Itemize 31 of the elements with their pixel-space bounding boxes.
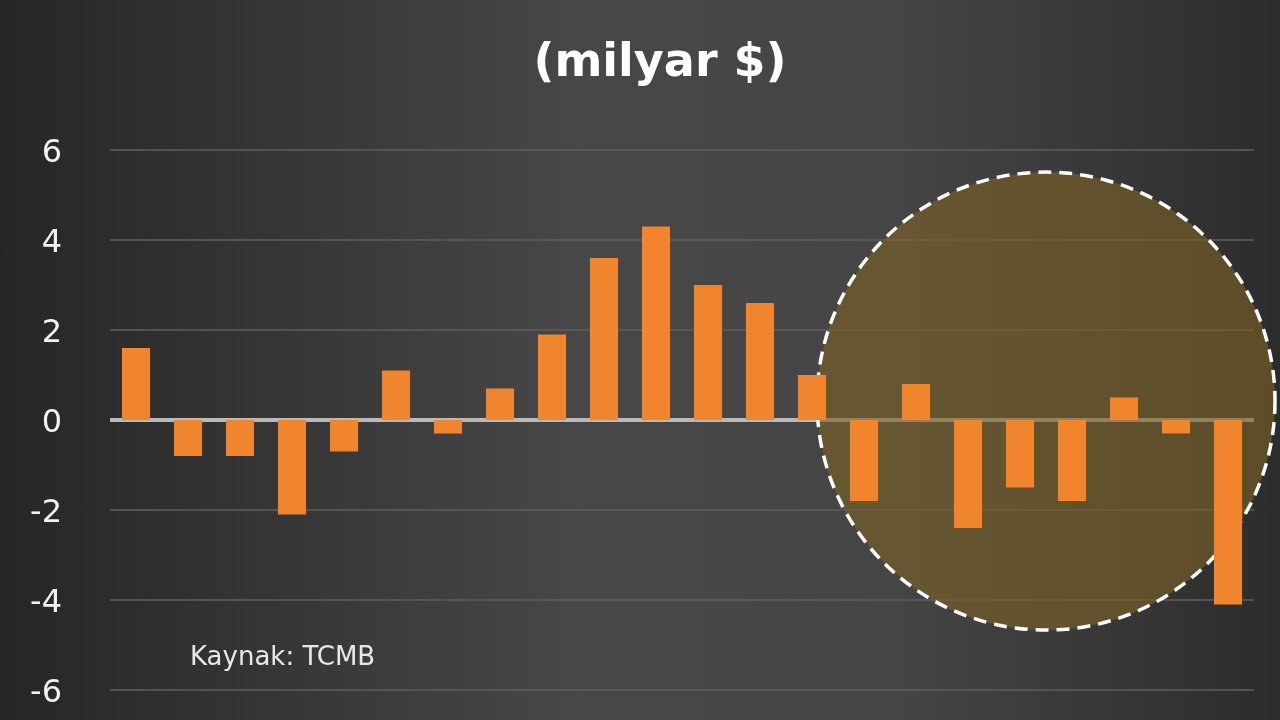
bar: [1057, 420, 1087, 501]
y-tick-label: 0: [41, 401, 62, 440]
bar: [485, 388, 515, 420]
bar: [953, 420, 983, 528]
bar: [901, 384, 931, 420]
bar: [849, 420, 879, 501]
y-tick-label: 6: [41, 131, 62, 170]
bar: [1161, 420, 1191, 434]
bar: [745, 303, 775, 420]
bar: [121, 348, 151, 420]
bar: [381, 370, 411, 420]
bar: [693, 285, 723, 420]
y-tick-label: -4: [30, 581, 62, 620]
y-tick-label: 2: [41, 311, 62, 350]
bar: [433, 420, 463, 434]
y-tick-label: -6: [30, 671, 62, 710]
bar: [329, 420, 359, 452]
bar: [225, 420, 255, 456]
bar: [589, 258, 619, 420]
bar: [173, 420, 203, 456]
bar: [641, 226, 671, 420]
bar: [797, 375, 827, 420]
chart-title: (milyar $): [533, 33, 787, 87]
bar: [1005, 420, 1035, 488]
y-tick-label: 4: [41, 221, 62, 260]
bar: [537, 334, 567, 420]
y-tick-label: -2: [30, 491, 62, 530]
bar: [1109, 397, 1139, 420]
bar: [277, 420, 307, 515]
bar: [1213, 420, 1243, 605]
annotation: Kaynak: TCMB: [190, 641, 376, 671]
